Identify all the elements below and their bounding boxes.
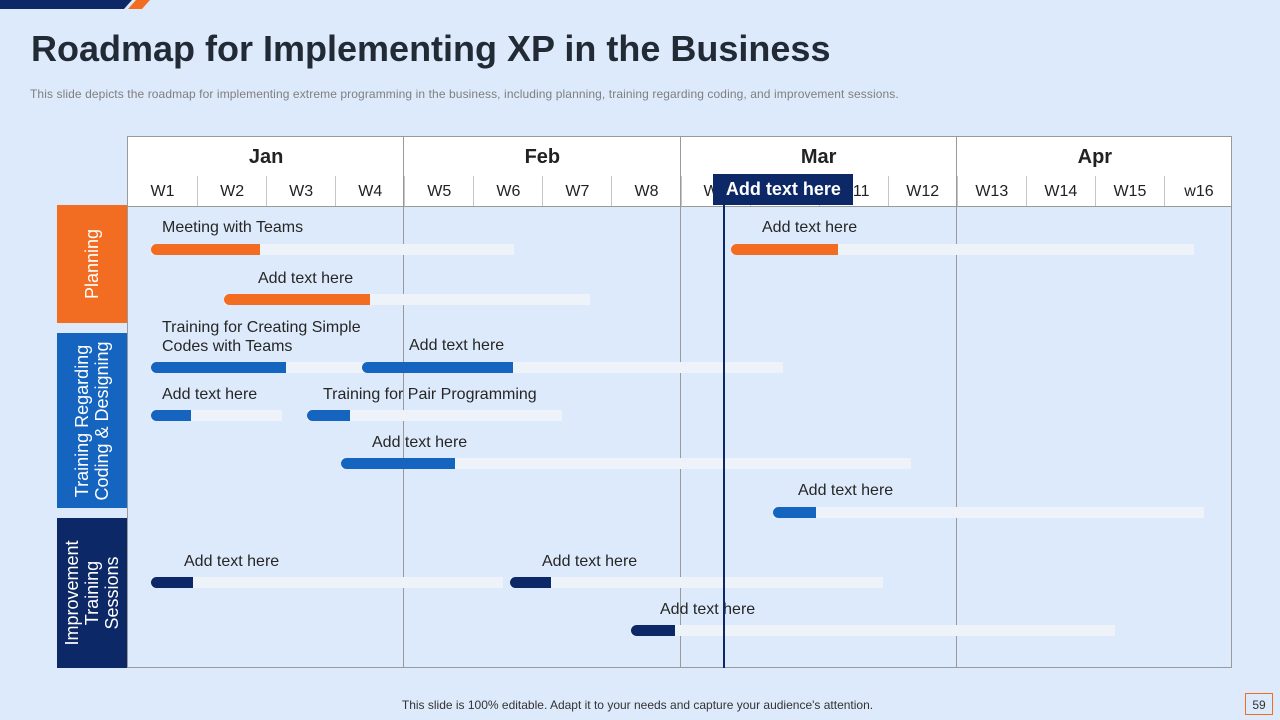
task-label: Add text here [762,219,858,236]
task-bar-track[interactable] [151,244,514,255]
task-bar-track[interactable] [361,362,784,373]
phase-label: Improvement Training Sessions [62,540,122,646]
week-header-w2: W2 [197,176,266,206]
task-progress-fill [341,458,456,469]
task-bar-track[interactable] [151,410,283,421]
task-label: Add text here [372,434,468,451]
week-header-w13: W13 [956,176,1026,206]
task-progress-fill [151,244,260,255]
task-bar-track[interactable] [510,577,884,588]
task-progress-fill [151,362,286,373]
task-progress-fill [772,507,816,518]
week-header-w7: W7 [542,176,611,206]
page-number: 59 [1245,693,1273,715]
task-label: Meeting with Teams [162,219,304,236]
task-bar-track[interactable] [341,458,911,469]
month-header-apr: Apr [1077,146,1113,168]
task-label: Add text here [184,553,280,570]
week-header-w6: W6 [473,176,542,206]
month-header-feb: Feb [524,146,561,168]
phase-band-2: Training Regarding Coding & Designing [57,333,127,508]
task-label: Add text here [542,553,638,570]
task-bar-track[interactable] [731,244,1195,255]
week-header-w8: W8 [611,176,680,206]
task-label: Training for Creating Simple Codes with … [162,319,361,355]
task-progress-fill [151,577,194,588]
month-divider-line [955,137,957,667]
task-bar-track[interactable] [151,362,362,373]
phase-band-1: Planning [57,205,127,323]
task-bar-track[interactable] [223,294,590,305]
week-header-w5: W5 [404,176,473,206]
week-header-w4: W4 [335,176,404,206]
task-label: Add text here [258,270,354,287]
task-label: Training for Pair Programming [323,386,537,403]
week-header-w14: W14 [1025,176,1095,206]
week-header-w16: w16 [1163,176,1233,206]
month-divider-line [403,137,405,667]
corner-accent-decoration [0,0,150,9]
week-header-w3: W3 [266,176,335,206]
week-header-w12: W12 [887,176,957,206]
task-progress-fill [510,577,552,588]
task-bar-track[interactable] [306,410,563,421]
task-bar-track[interactable] [151,577,504,588]
phase-label: Planning [82,228,102,300]
week-header-w1: W1 [150,183,175,200]
footer-note: This slide is 100% editable. Adapt it to… [401,698,874,712]
current-week-marker-line [723,205,726,668]
task-progress-fill [631,625,675,636]
slide-subtitle: This slide depicts the roadmap for imple… [30,87,899,101]
task-label: Add text here [798,482,894,499]
task-progress-fill [306,410,350,421]
week-header-w15: W15 [1094,176,1164,206]
task-bar-track[interactable] [772,507,1205,518]
month-header-jan: Jan [248,146,284,168]
phase-label: Training Regarding Coding & Designing [72,340,112,501]
task-label: Add text here [660,601,756,618]
phase-band-3: Improvement Training Sessions [57,518,127,668]
task-progress-fill [223,294,371,305]
task-progress-fill [151,410,191,421]
slide-title: Roadmap for Implementing XP in the Busin… [31,28,831,69]
month-header-mar: Mar [800,146,837,168]
task-progress-fill [731,244,838,255]
task-label: Add text here [409,337,505,354]
month-divider-line [679,137,681,667]
task-bar-track[interactable] [631,625,1115,636]
task-progress-fill [361,362,514,373]
current-week-marker-label[interactable]: Add text here [713,174,854,205]
task-label: Add text here [162,386,258,403]
